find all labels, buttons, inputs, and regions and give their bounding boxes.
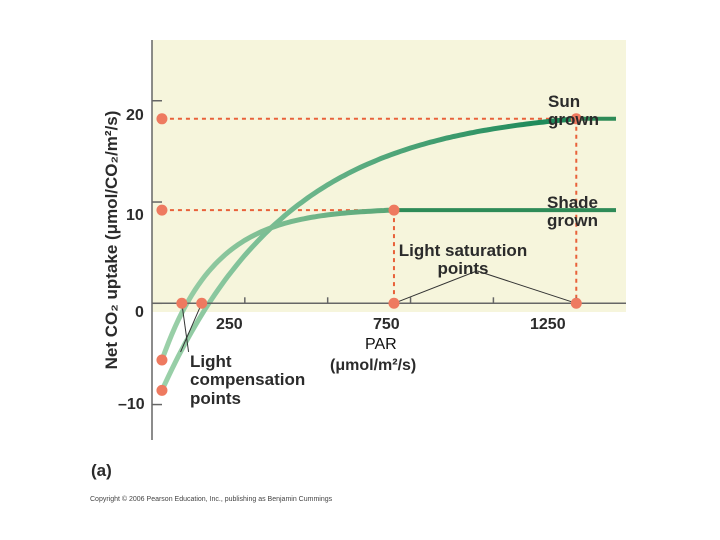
legend-sun-line2: grown	[548, 110, 599, 130]
sun-compensation-pointer	[180, 303, 203, 353]
y-tick-label-20: 20	[126, 107, 144, 124]
y-axis-label: Net CO₂ uptake (μmol/CO₂/m²/s)	[102, 110, 121, 370]
panel-label: (a)	[91, 461, 112, 480]
annotation-saturation-line2: points	[437, 259, 489, 279]
annotation-compensation-line2: compensation	[190, 370, 306, 390]
x-tick-label-750: 750	[373, 316, 400, 333]
annotation-light-saturation: Light saturation points	[396, 241, 530, 279]
legend-shade-grown: Shade grown	[547, 193, 599, 231]
curves	[159, 116, 579, 393]
plot-background	[152, 40, 626, 312]
x-tick-label-1250: 1250	[530, 316, 566, 333]
annotation-compensation-line1: Light	[190, 352, 232, 371]
x-axis-label: PAR	[365, 336, 397, 353]
sun-max-uptake-axis-marker	[156, 113, 168, 125]
shade-compensation-marker	[176, 297, 188, 309]
shade-dark-respiration-marker	[156, 354, 168, 366]
legend-sun-grown: Sun grown	[548, 92, 599, 130]
sun-saturation-pointer	[476, 270, 577, 304]
shade-saturation-axis-marker	[388, 297, 400, 309]
sun-grown-curve	[159, 116, 579, 393]
sun-compensation-marker	[196, 297, 208, 309]
annotation-light-compensation: Light compensation points	[190, 352, 306, 408]
legend-sun-line1: Sun	[548, 92, 581, 111]
sun-dark-respiration-marker	[156, 384, 168, 396]
y-tick-label-neg10: –10	[118, 396, 145, 413]
shade-max-uptake-axis-marker	[156, 204, 168, 216]
sun-saturation-axis-marker	[570, 297, 582, 309]
x-axis-units: (μmol/m²/s)	[330, 357, 417, 374]
x-tick-label-250: 250	[216, 316, 243, 333]
shade-compensation-pointer	[181, 303, 190, 352]
shade-grown-curve	[159, 207, 397, 363]
sun-saturation-marker	[570, 113, 582, 125]
shade-saturation-pointer	[393, 270, 478, 304]
annotation-compensation-line3: points	[190, 388, 241, 408]
markers	[156, 113, 582, 396]
annotation-saturation-line1: Light saturation	[398, 241, 528, 260]
legend-shade-line1: Shade	[547, 193, 599, 212]
shade-saturation-marker	[388, 204, 400, 216]
annotation-lines	[180, 270, 577, 353]
y-tick-label-0: 0	[135, 304, 144, 321]
y-tick-label-10: 10	[126, 207, 144, 224]
legend-shade-line2: grown	[547, 211, 598, 231]
copyright-text: Copyright © 2006 Pearson Education, Inc.…	[90, 496, 333, 503]
